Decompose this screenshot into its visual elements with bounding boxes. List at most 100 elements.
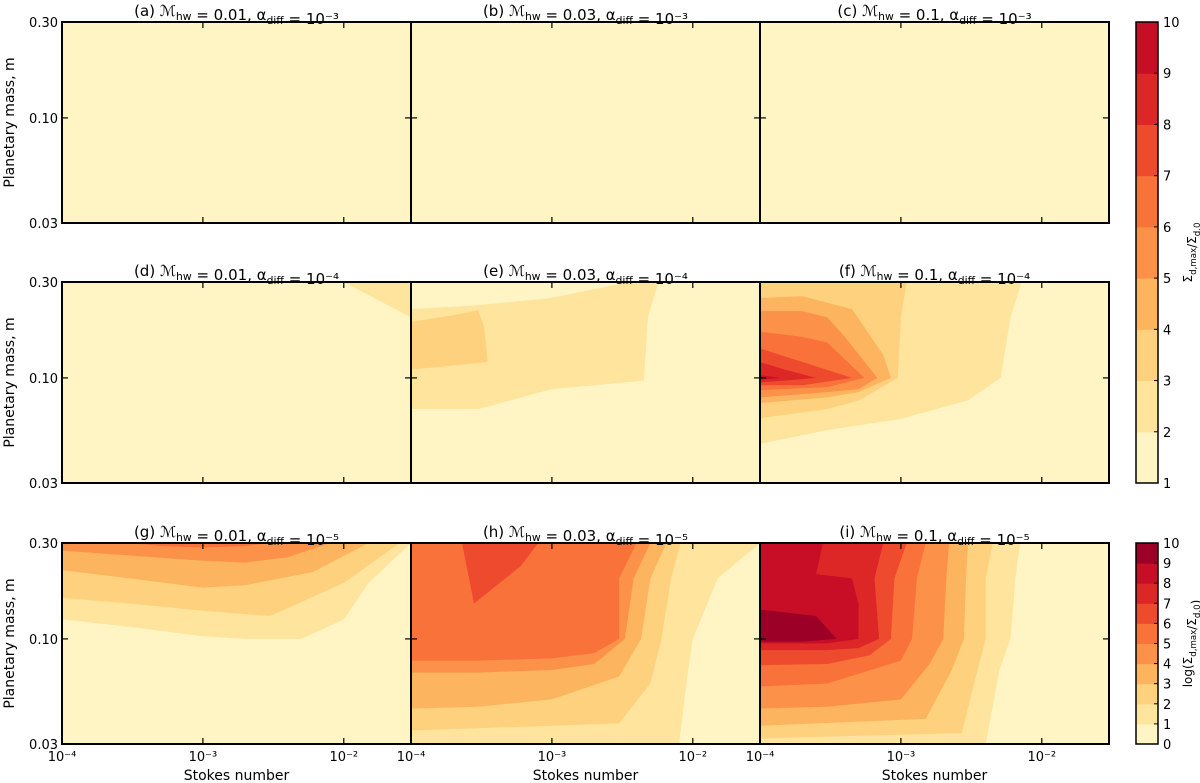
panel-a: (a) ℳhw = 0.01, αdiff = 10⁻³ 0.03 0.10 0.30… — [2, 2, 412, 232]
colorbar-segment — [1136, 723, 1158, 745]
panel-title: (g) ℳhw = 0.01, αdiff = 10⁻⁵ — [134, 523, 339, 549]
colorbar-2: 0 1 2 3 4 5 6 7 8 9 10 log(Σd,max/Σd,0) — [1135, 537, 1200, 753]
x-tick-label: 10⁻⁴ — [48, 750, 77, 765]
x-axis-label: Stokes number — [533, 768, 639, 783]
colorbar-segment — [1136, 175, 1158, 228]
colorbar-tick-label: 10 — [1163, 537, 1180, 552]
panel-f: (f) ℳhw = 0.1, αdiff = 10⁻⁴ — [759, 262, 1110, 484]
colorbar-tick-label: 1 — [1163, 718, 1171, 733]
colorbar-label: Σd,max/Σd,0 — [1181, 223, 1200, 283]
colorbar-tick-label: 6 — [1163, 617, 1171, 632]
panel-i: (i) ℳhw = 0.1, αdiff = 10⁻⁵ 10⁻⁴ 10⁻³ 10⁻² S… — [746, 523, 1110, 783]
contour-level-5 — [62, 543, 331, 563]
panel-title: (f) ℳhw = 0.1, αdiff = 10⁻⁴ — [839, 262, 1030, 288]
colorbar-tick-label: 4 — [1163, 323, 1171, 338]
contour-level-2 — [343, 282, 411, 318]
y-axis-label: Planetary mass, m — [2, 317, 18, 447]
colorbar-segment — [1136, 563, 1158, 584]
panel-title: (c) ℳhw = 0.1, αdiff = 10⁻³ — [837, 2, 1031, 28]
colorbar-segment — [1136, 73, 1158, 125]
colorbar-frame — [1135, 21, 1159, 484]
panel-frame — [759, 542, 1110, 745]
x-tick-label: 10⁻⁴ — [746, 750, 775, 765]
colorbar-tick-label: 8 — [1163, 577, 1171, 592]
panel-e: (e) ℳhw = 0.03, αdiff = 10⁻⁴ — [410, 262, 761, 484]
panel-background — [62, 282, 411, 483]
colorbar-tick-label: 8 — [1163, 118, 1171, 133]
colorbar-tick-label: 9 — [1163, 557, 1171, 572]
y-axis-label: Planetary mass, m — [2, 57, 18, 187]
x-tick-label: 10⁻² — [329, 750, 358, 765]
contour-level-3 — [411, 310, 488, 370]
panel-background — [760, 22, 1109, 223]
colorbar-segment — [1136, 226, 1158, 279]
contour-level-10 — [760, 609, 837, 642]
y-tick-label: 0.30 — [29, 16, 58, 31]
y-tick-label: 0.10 — [29, 112, 58, 127]
colorbar-tick-label: 5 — [1163, 272, 1171, 287]
colorbar-label: log(Σd,max/Σd,0) — [1181, 600, 1200, 688]
y-tick-label: 0.10 — [29, 372, 58, 387]
panel-title: (h) ℳhw = 0.03, αdiff = 10⁻⁵ — [483, 523, 688, 549]
x-tick-label: 10⁻³ — [189, 750, 218, 765]
colorbar-segment — [1136, 663, 1158, 685]
panel-frame — [759, 281, 1110, 484]
colorbar-segment — [1136, 643, 1158, 665]
panel-title: (d) ℳhw = 0.01, αdiff = 10⁻⁴ — [134, 262, 339, 288]
x-tick-label: 10⁻³ — [538, 750, 567, 765]
colorbar-tick-label: 5 — [1163, 638, 1171, 653]
panel-frame — [759, 21, 1110, 224]
colorbar-segment — [1136, 380, 1158, 433]
x-axis-label: Stokes number — [882, 768, 988, 783]
contour-level-6 — [129, 543, 271, 548]
y-tick-label: 0.03 — [29, 738, 58, 753]
y-tick-label: 0.30 — [29, 537, 58, 552]
colorbar-tick-label: 1 — [1163, 477, 1171, 492]
y-tick-label: 0.03 — [29, 217, 58, 232]
colorbar-tick-label: 10 — [1163, 16, 1180, 31]
contour-level-9 — [760, 375, 781, 380]
contour-level-6 — [411, 543, 637, 661]
colorbar-tick-label: 3 — [1163, 375, 1171, 390]
colorbar-1: 1 2 3 4 5 6 7 8 9 10 Σd,max/Σd,0 — [1135, 16, 1200, 492]
colorbar-segment — [1136, 543, 1158, 564]
colorbar-segment — [1136, 124, 1158, 177]
colorbar-segment — [1136, 583, 1158, 604]
colorbar-segment — [1136, 431, 1158, 484]
panel-h: (h) ℳhw = 0.03, αdiff = 10⁻⁵ 10⁻⁴ 10⁻³ 10⁻²… — [397, 523, 761, 783]
x-axis-label: Stokes number — [184, 768, 290, 783]
colorbar-segment — [1136, 623, 1158, 644]
colorbar-tick-label: 9 — [1163, 67, 1171, 82]
panel-c: (c) ℳhw = 0.1, αdiff = 10⁻³ — [759, 2, 1110, 224]
colorbar-tick-label: 3 — [1163, 678, 1171, 693]
y-tick-label: 0.03 — [29, 477, 58, 492]
contour-level-7 — [462, 543, 539, 604]
x-tick-label: 10⁻⁴ — [397, 750, 426, 765]
colorbar-segment — [1136, 22, 1158, 74]
colorbar-segment — [1136, 683, 1158, 705]
colorbar-segment — [1136, 329, 1158, 382]
panel-background — [411, 22, 760, 223]
y-axis-label: Planetary mass, m — [2, 578, 18, 708]
panel-b: (b) ℳhw = 0.03, αdiff = 10⁻³ — [410, 2, 761, 224]
colorbar-segment — [1136, 703, 1158, 725]
panel-title: (a) ℳhw = 0.01, αdiff = 10⁻³ — [134, 2, 339, 28]
y-tick-label: 0.10 — [29, 633, 58, 648]
colorbar-tick-label: 4 — [1163, 658, 1171, 673]
y-tick-label: 0.30 — [29, 276, 58, 291]
panel-title: (i) ℳhw = 0.1, αdiff = 10⁻⁵ — [839, 523, 1029, 549]
panel-title: (e) ℳhw = 0.03, αdiff = 10⁻⁴ — [483, 262, 688, 288]
colorbar-segment — [1136, 278, 1158, 330]
panel-d: (d) ℳhw = 0.01, αdiff = 10⁻⁴ 0.03 0.10 0.30… — [2, 262, 412, 492]
colorbar-segment — [1136, 603, 1158, 624]
colorbar-tick-label: 2 — [1163, 426, 1171, 441]
x-tick-label: 10⁻² — [1027, 750, 1056, 765]
colorbar-tick-label: 2 — [1163, 698, 1171, 713]
panel-g: (g) ℳhw = 0.01, αdiff = 10⁻⁵ 0.03 0.10 0.30… — [2, 523, 412, 783]
colorbar-tick-label: 7 — [1163, 170, 1171, 185]
colorbar-tick-label: 6 — [1163, 221, 1171, 236]
x-tick-label: 10⁻² — [678, 750, 707, 765]
panel-background — [62, 22, 411, 223]
colorbar-tick-label: 0 — [1163, 738, 1171, 753]
